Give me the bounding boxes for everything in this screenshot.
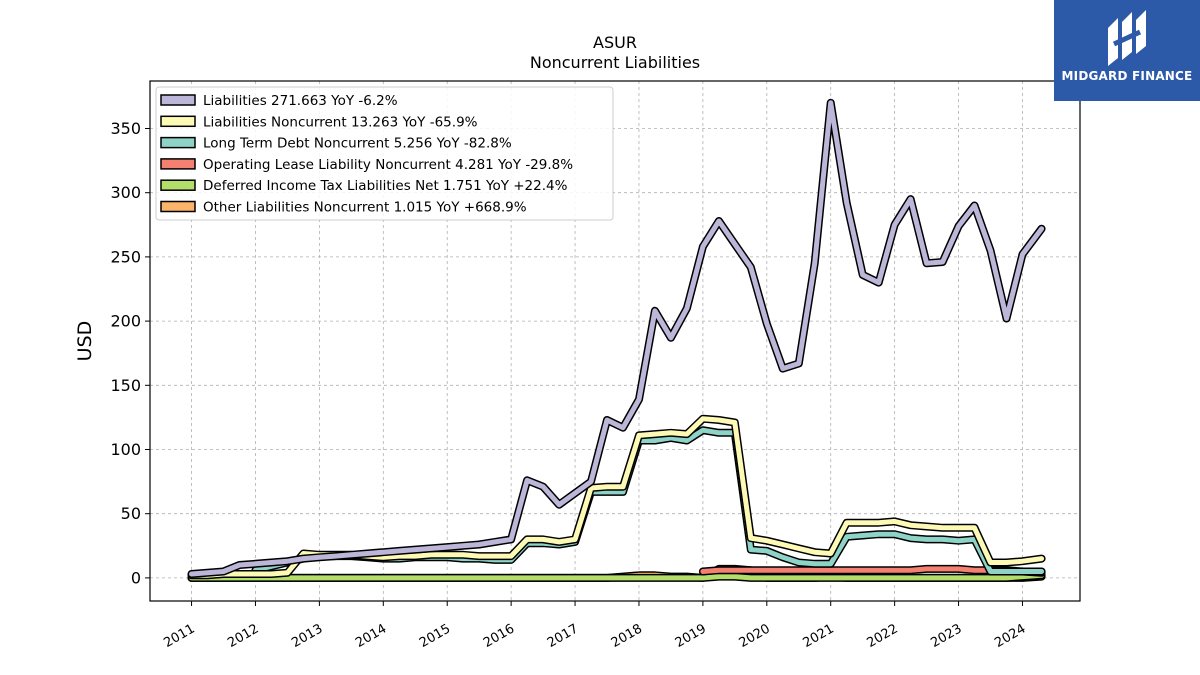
x-tick-label: 2018 <box>609 621 645 651</box>
x-tick-label: 2023 <box>928 621 964 651</box>
y-tick-label: 100 <box>110 440 141 459</box>
y-axis-label: USD <box>74 321 96 362</box>
x-tick-label: 2021 <box>801 621 837 651</box>
x-tick-label: 2020 <box>737 621 773 651</box>
series-line <box>189 100 1045 577</box>
x-tick-label: 2019 <box>673 621 709 651</box>
midgard-m-logo-icon <box>1108 10 1146 66</box>
chart-subtitle: Noncurrent Liabilities <box>530 53 700 72</box>
legend-swatch <box>160 200 196 213</box>
plot-frame <box>149 80 1081 602</box>
x-tick-label: 2022 <box>864 621 900 651</box>
x-tick-label: 2013 <box>289 621 325 651</box>
x-tick-label: 2014 <box>353 621 389 651</box>
legend-entry: Long Term Debt Noncurrent 5.256 YoY -82.… <box>203 136 512 152</box>
x-tick-label: 2015 <box>417 621 453 651</box>
x-tick-label: 2017 <box>545 621 581 651</box>
y-tick-label: 50 <box>121 504 141 523</box>
legend-entry: Operating Lease Liability Noncurrent 4.2… <box>203 157 573 173</box>
legend-entry: Liabilities 271.663 YoY -6.2% <box>203 93 398 109</box>
brand-name: MIDGARD FINANCE <box>1061 69 1193 83</box>
y-tick-label: 150 <box>110 376 141 395</box>
x-tick-label: 2016 <box>481 621 517 651</box>
legend-entry: Deferred Income Tax Liabilities Net 1.75… <box>203 178 568 194</box>
y-tick-label: 350 <box>110 119 141 138</box>
legend-swatch <box>160 179 196 191</box>
legend-swatch <box>160 94 196 106</box>
series-line <box>189 572 1045 581</box>
legend-swatch <box>160 115 196 128</box>
brand-logo: MIDGARD FINANCE <box>1054 0 1200 101</box>
legend-swatch <box>160 136 196 149</box>
legend-entry: Other Liabilities Noncurrent 1.015 YoY +… <box>203 200 527 216</box>
y-tick-label: 0 <box>131 568 141 587</box>
chart-title: ASUR <box>593 33 637 52</box>
legend-entry: Liabilities Noncurrent 13.263 YoY -65.9% <box>203 114 478 130</box>
x-tick-label: 2012 <box>225 621 261 651</box>
series-line <box>700 566 1045 576</box>
legend-box <box>155 86 614 221</box>
x-tick-label: 2011 <box>161 621 197 651</box>
y-tick-label: 300 <box>110 183 141 202</box>
y-tick-label: 200 <box>110 312 141 331</box>
y-tick-label: 250 <box>110 247 141 266</box>
x-tick-label: 2024 <box>992 621 1028 651</box>
legend-swatch <box>160 158 196 170</box>
